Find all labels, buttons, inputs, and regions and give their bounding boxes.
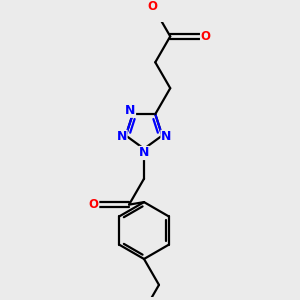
Text: O: O [147,0,157,14]
Text: O: O [89,198,99,211]
Text: N: N [161,130,171,143]
Text: N: N [125,104,136,117]
Text: N: N [117,130,127,143]
Text: N: N [139,146,149,160]
Text: O: O [201,30,211,43]
